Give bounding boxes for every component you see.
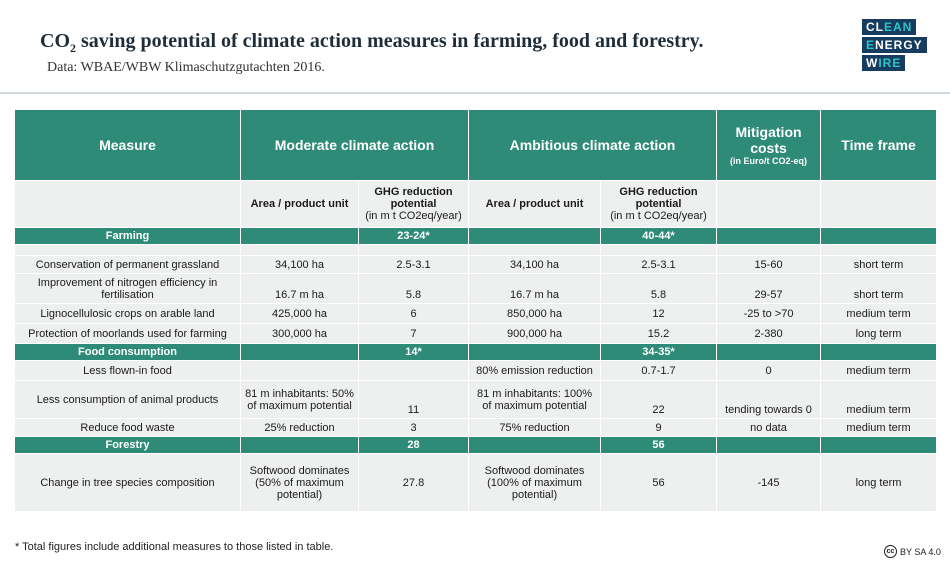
cell-mod-area: 81 m inhabitants: 50% of maximum potenti… — [240, 380, 359, 419]
section-moderate-total: 14* — [358, 343, 469, 361]
cell-measure: Conservation of permanent grassland — [14, 255, 241, 274]
cell-amb-area: 34,100 ha — [468, 255, 601, 274]
section-moderate-total: 28 — [358, 436, 469, 454]
subheader-empty — [14, 180, 241, 228]
section-row-forestry: Forestry 28 56 — [14, 436, 938, 454]
cell-amb-ghg: 15.2 — [599, 323, 718, 344]
cell-amb-ghg: 22 — [599, 380, 718, 419]
cell-amb-area: 850,000 ha — [468, 303, 601, 324]
subheader-amb-ghg: GHG reduction potential (in m t CO2eq/yea… — [599, 180, 718, 228]
subheader-empty — [820, 180, 938, 228]
cell-amb-ghg: 5.8 — [599, 273, 718, 304]
table-row: Reduce food waste 25% reduction 3 75% re… — [14, 418, 938, 437]
cell-amb-area: Softwood dominates (100% of maximum pote… — [468, 453, 601, 512]
section-name: Farming — [14, 227, 241, 245]
cell-cost: 15-60 — [716, 255, 822, 274]
measures-table: Measure Moderate climate action Ambitiou… — [14, 109, 938, 512]
table-row: Less consumption of animal products 81 m… — [14, 380, 938, 419]
cell-mod-area: 300,000 ha — [240, 323, 359, 344]
cell-measure: Lignocellulosic crops on arable land — [14, 303, 241, 324]
cell-time: long term — [820, 453, 938, 512]
cell-mod-ghg — [358, 360, 469, 381]
license-badge[interactable]: cc BY SA 4.0 — [884, 545, 941, 558]
table-row: Lignocellulosic crops on arable land 425… — [14, 303, 938, 324]
header-timeframe: Time frame — [820, 109, 938, 181]
cell-mod-area: 16.7 m ha — [240, 273, 359, 304]
cell-mod-ghg: 27.8 — [358, 453, 469, 512]
cell-amb-ghg: 0.7-1.7 — [599, 360, 718, 381]
header-divider — [0, 92, 950, 94]
footnote: * Total figures include additional measu… — [15, 541, 334, 553]
header-ambitious: Ambitious climate action — [467, 109, 718, 181]
cell-amb-area: 16.7 m ha — [468, 273, 601, 304]
cell-mod-ghg: 7 — [358, 323, 469, 344]
cell-amb-area: 75% reduction — [468, 418, 601, 437]
cell-mod-area: 34,100 ha — [240, 255, 359, 274]
cell-measure: Less flown-in food — [14, 360, 241, 381]
table-row: Less flown-in food 80% emission reductio… — [14, 360, 938, 381]
section-ambitious-total: 34-35* — [599, 343, 718, 361]
cell-cost: 29-57 — [716, 273, 822, 304]
cell-cost: 0 — [716, 360, 822, 381]
cell-measure: Change in tree species composition — [14, 453, 241, 512]
cell-mod-ghg: 6 — [358, 303, 469, 324]
subheader-mod-area: Area / product unit — [240, 180, 359, 228]
cell-time: medium term — [820, 418, 938, 437]
cell-cost: tending towards 0 — [716, 380, 822, 419]
cell-amb-ghg: 56 — [599, 453, 718, 512]
section-ambitious-total: 40-44* — [599, 227, 718, 245]
section-name: Food consumption — [14, 343, 241, 361]
cell-time: medium term — [820, 360, 938, 381]
page-subtitle: Data: WBAE/WBW Klimaschutzgutachten 2016… — [47, 60, 325, 75]
clean-energy-wire-logo[interactable]: CLEAN ENERGY WIRE — [862, 18, 927, 72]
cell-amb-ghg: 12 — [599, 303, 718, 324]
cell-cost: 2-380 — [716, 323, 822, 344]
license-text: BY SA 4.0 — [900, 546, 941, 557]
cell-measure: Protection of moorlands used for farming — [14, 323, 241, 344]
table-row: Change in tree species composition Softw… — [14, 453, 938, 512]
header-moderate: Moderate climate action — [240, 109, 469, 181]
cell-measure: Improvement of nitrogen efficiency in fe… — [14, 273, 241, 304]
cell-cost: -25 to >70 — [716, 303, 822, 324]
cell-amb-area: 80% emission reduction — [468, 360, 601, 381]
cell-time: medium term — [820, 303, 938, 324]
subheader-amb-area: Area / product unit — [468, 180, 601, 228]
cell-amb-ghg: 2.5-3.1 — [599, 255, 718, 274]
section-ambitious-total: 56 — [599, 436, 718, 454]
page-title: CO2 saving potential of climate action m… — [40, 30, 704, 55]
cell-amb-area: 81 m inhabitants: 100% of maximum potent… — [468, 380, 601, 419]
cell-time: medium term — [820, 380, 938, 419]
header-mitigation: Mitigation costs (in Euro/t CO2-eq) — [716, 109, 822, 181]
subheader-mod-ghg: GHG reduction potential (in m t CO2eq/yea… — [358, 180, 469, 228]
section-moderate-total: 23-24* — [358, 227, 469, 245]
cell-cost: -145 — [716, 453, 822, 512]
cell-mod-ghg: 3 — [358, 418, 469, 437]
cell-time: short term — [820, 273, 938, 304]
cell-time: long term — [820, 323, 938, 344]
cell-amb-area: 900,000 ha — [468, 323, 601, 344]
creative-commons-icon: cc — [884, 545, 897, 558]
cell-time: short term — [820, 255, 938, 274]
cell-measure: Reduce food waste — [14, 418, 241, 437]
cell-cost: no data — [716, 418, 822, 437]
section-name: Forestry — [14, 436, 241, 454]
subheader-empty — [716, 180, 822, 228]
cell-measure: Less consumption of animal products — [14, 380, 241, 419]
cell-mod-ghg: 5.8 — [358, 273, 469, 304]
table-row: Protection of moorlands used for farming… — [14, 323, 938, 344]
table-row: Conservation of permanent grassland 34,1… — [14, 255, 938, 274]
section-row-food-consumption: Food consumption 14* 34-35* — [14, 343, 938, 361]
cell-mod-ghg: 2.5-3.1 — [358, 255, 469, 274]
cell-mod-area: Softwood dominates (50% of maximum poten… — [240, 453, 359, 512]
header-measure: Measure — [14, 109, 241, 181]
table-row: Improvement of nitrogen efficiency in fe… — [14, 273, 938, 304]
section-row-farming: Farming 23-24* 40-44* — [14, 227, 938, 245]
cell-amb-ghg: 9 — [599, 418, 718, 437]
cell-mod-area: 25% reduction — [240, 418, 359, 437]
cell-mod-area — [240, 360, 359, 381]
cell-mod-area: 425,000 ha — [240, 303, 359, 324]
cell-mod-ghg: 11 — [358, 380, 469, 419]
